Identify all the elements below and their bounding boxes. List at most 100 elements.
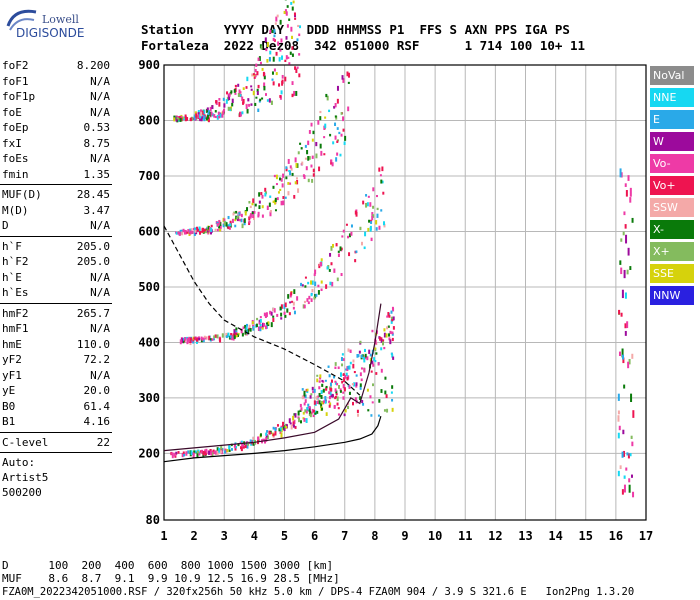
echo-mark: [313, 273, 316, 277]
echo-mark: [330, 262, 333, 266]
echo-mark: [371, 329, 374, 333]
echo-mark: [196, 452, 199, 458]
echo-mark: [373, 357, 376, 361]
echo-mark: [346, 71, 349, 77]
echo-mark: [266, 99, 269, 102]
echo-mark: [228, 95, 231, 101]
echo-mark: [196, 228, 199, 232]
x-tick-label: 17: [639, 529, 653, 543]
echo-mark: [279, 429, 282, 432]
echo-mark: [329, 133, 332, 137]
echo-mark: [368, 219, 371, 223]
echo-mark: [317, 284, 320, 288]
echo-mark: [243, 218, 246, 223]
echo-mark: [386, 315, 389, 318]
param-value: N/A: [90, 105, 110, 119]
x-tick-label: 4: [251, 529, 258, 543]
param-row: h`E N/A: [0, 270, 112, 286]
echo-mark: [617, 410, 620, 415]
echo-mark: [308, 405, 311, 409]
echo-mark: [185, 451, 188, 456]
echo-mark: [230, 335, 233, 341]
echo-mark: [194, 229, 197, 233]
echo-mark: [261, 322, 264, 328]
echo-mark: [177, 116, 180, 120]
param-value: 110.0: [76, 337, 110, 351]
echo-mark: [269, 431, 272, 435]
legend-item: X-: [650, 220, 694, 239]
echo-mark: [360, 354, 363, 359]
echo-mark: [179, 339, 182, 345]
echo-mark: [195, 339, 198, 344]
echo-mark: [218, 219, 221, 225]
echo-mark: [304, 285, 307, 288]
echo-mark: [370, 414, 373, 417]
echo-mark: [295, 177, 298, 180]
echo-mark: [341, 75, 344, 80]
echo-mark: [290, 291, 293, 296]
echo-mark: [626, 269, 629, 275]
echo-mark: [329, 386, 332, 390]
echo-mark: [336, 277, 339, 282]
echo-mark: [625, 234, 628, 244]
echo-mark: [186, 231, 189, 234]
echo-mark: [297, 24, 300, 28]
echo-mark: [328, 395, 331, 400]
echo-mark: [257, 214, 260, 218]
echo-mark: [340, 112, 343, 115]
echo-mark: [281, 74, 284, 79]
echo-mark: [187, 450, 190, 454]
echo-mark: [343, 387, 346, 391]
echo-mark: [301, 388, 304, 391]
echo-mark: [626, 321, 629, 329]
echo-mark: [341, 363, 344, 367]
echo-mark: [347, 348, 350, 352]
echo-mark: [183, 229, 186, 235]
lowell-digisonde-logo: Lowell DIGISONDE: [4, 4, 84, 40]
echo-mark: [352, 363, 355, 369]
echo-mark: [353, 370, 356, 374]
echo-mark: [331, 281, 334, 287]
echo-mark: [342, 78, 345, 83]
echo-mark: [280, 38, 283, 43]
x-tick-label: 12: [488, 529, 502, 543]
echo-mark: [342, 384, 345, 389]
echo-mark: [262, 71, 265, 77]
echo-mark: [228, 226, 231, 230]
echo-mark: [259, 326, 262, 332]
echo-mark: [272, 81, 275, 86]
echo-mark: [249, 439, 252, 444]
echo-mark: [328, 391, 331, 395]
echo-mark: [620, 312, 623, 317]
echo-mark: [369, 395, 372, 399]
echo-mark: [272, 426, 275, 430]
echo-mark: [375, 227, 378, 231]
echo-mark: [307, 178, 310, 183]
echo-mark: [335, 157, 338, 162]
echo-mark: [363, 368, 366, 373]
echo-mark: [252, 442, 255, 446]
echo-mark: [329, 382, 332, 387]
echo-mark: [379, 174, 382, 177]
echo-mark: [359, 226, 362, 231]
echo-mark: [365, 202, 368, 208]
echo-mark: [233, 329, 236, 335]
echo-mark: [321, 383, 324, 387]
echo-mark: [391, 407, 394, 412]
echo-mark: [366, 202, 369, 207]
echo-mark: [269, 210, 272, 213]
echo-mark: [190, 450, 193, 456]
echo-mark: [360, 378, 363, 382]
echo-mark: [203, 109, 206, 114]
echo-mark: [257, 436, 260, 440]
echo-mark: [189, 117, 192, 122]
echo-mark: [372, 187, 375, 192]
param-label: fxI: [2, 136, 22, 150]
echo-mark: [311, 280, 314, 285]
echo-mark: [324, 379, 327, 382]
echo-mark: [320, 150, 323, 156]
echo-mark: [212, 338, 215, 341]
echo-mark: [280, 432, 283, 438]
x-tick-label: 7: [341, 529, 348, 543]
echo-mark: [623, 269, 626, 279]
